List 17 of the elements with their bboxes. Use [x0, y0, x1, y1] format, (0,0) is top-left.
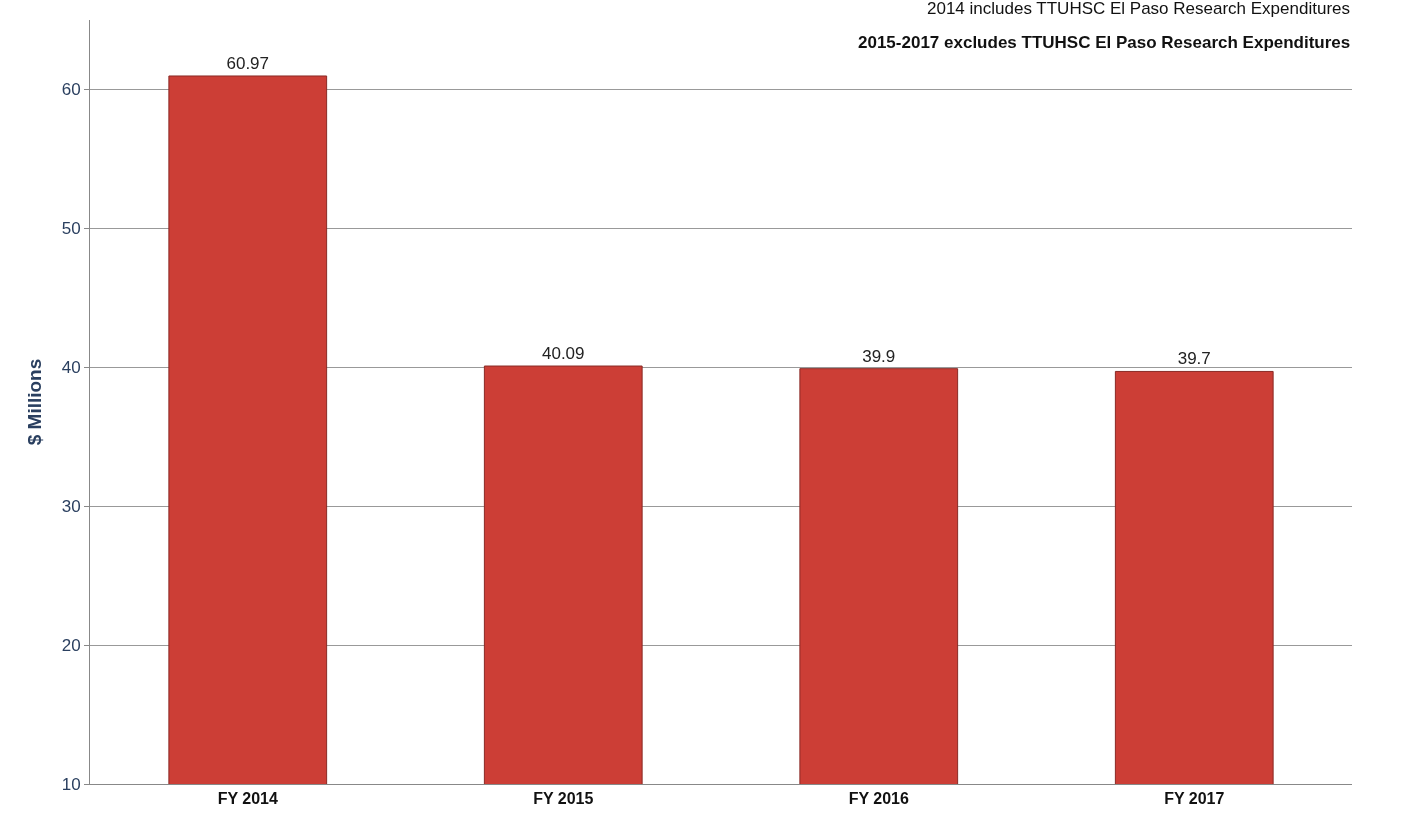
y-tick-label: 50 [61, 219, 81, 239]
y-tick-label: 40 [61, 358, 81, 378]
y-tick-label: 30 [61, 497, 81, 517]
x-tick-label: FY 2015 [533, 790, 594, 808]
x-tick-label: FY 2016 [848, 790, 909, 808]
data-label: 39.9 [862, 346, 896, 366]
x-tick-label: FY 2014 [217, 790, 278, 808]
y-axis-title: $ Millions [23, 358, 45, 446]
data-label: 60.97 [226, 53, 270, 73]
y-tick-label: 60 [61, 80, 81, 100]
text: 2014 includes TTUHSC El Paso Research Expenditures [927, 0, 1351, 18]
data-label: 40.09 [541, 344, 585, 364]
y-tick-label: 10 [61, 774, 81, 794]
annotation: 2015-2017 excludes TTUHSC El Paso Research Expenditures [858, 33, 1351, 52]
data-label: 39.7 [1177, 349, 1211, 369]
x-tick-label: FY 2017 [1164, 790, 1225, 808]
y-tick-label: 20 [61, 636, 81, 656]
